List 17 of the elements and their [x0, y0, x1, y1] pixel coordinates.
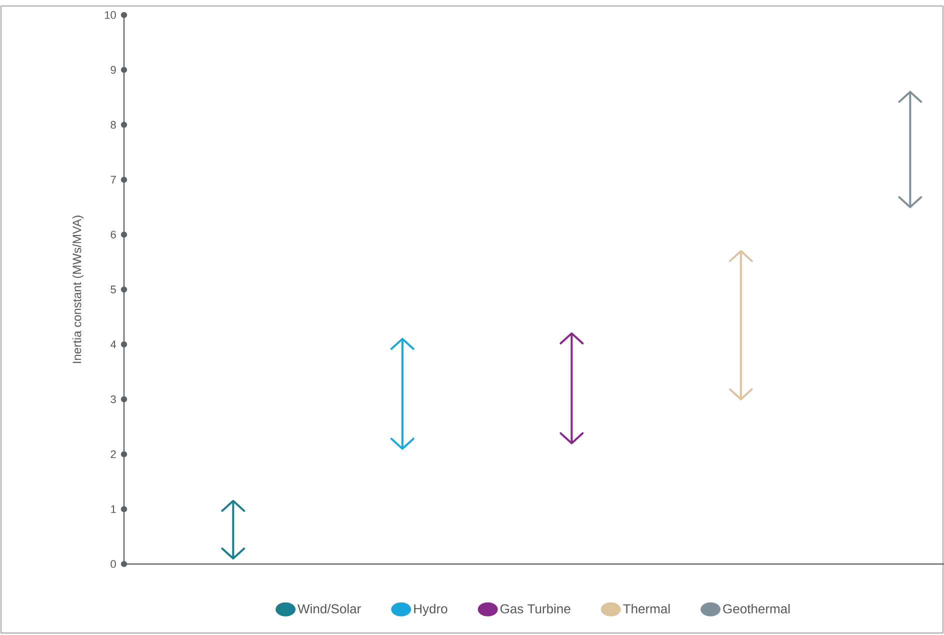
y-tick-label: 0	[110, 560, 116, 568]
y-tick-label: 6	[110, 230, 116, 238]
y-tick-label: 5	[110, 286, 116, 294]
legend-label: Wind/Solar	[298, 604, 361, 614]
y-axis-title: Inertia constant (MWs/MVA)	[72, 216, 84, 363]
legend-label: Hydro	[414, 604, 448, 616]
y-tick-label: 10	[104, 11, 116, 19]
y-tick-label: 9	[110, 66, 116, 74]
y-tick-label: 3	[110, 395, 116, 404]
y-tick-label: 2	[110, 450, 116, 458]
y-tick-label: 7	[110, 176, 116, 184]
y-tick-label: 1	[111, 505, 116, 513]
legend-label: Thermal	[623, 604, 670, 614]
legend-label: Gas Turbine	[500, 604, 570, 614]
legend-label: Geothermal	[723, 604, 790, 614]
y-tick-label: 4	[110, 340, 116, 348]
y-tick-label: 8	[110, 120, 116, 129]
